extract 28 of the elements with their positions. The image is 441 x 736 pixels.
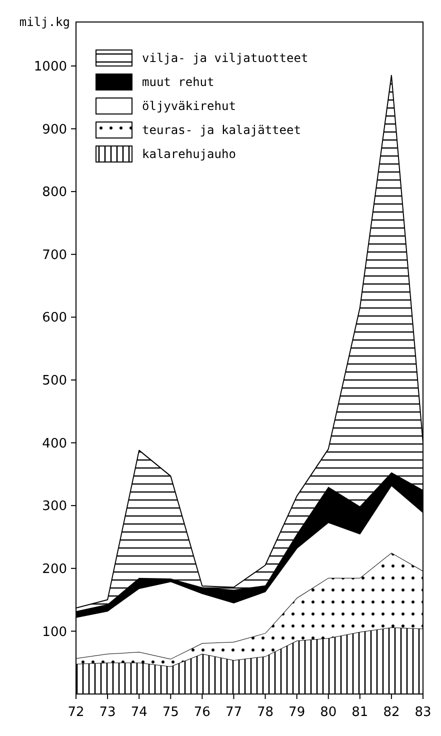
y-tick-label: 500: [42, 374, 67, 389]
y-tick-label: 200: [42, 562, 67, 577]
legend-label: öljyväkirehut: [142, 99, 236, 113]
x-tick-label: 82: [383, 705, 400, 720]
x-tick-label: 76: [194, 705, 210, 720]
x-tick-label: 72: [68, 705, 84, 720]
y-tick-label: 100: [42, 624, 67, 640]
legend-label: teuras- ja kalajätteet: [142, 123, 301, 137]
y-axis-title: milj.kg: [19, 15, 70, 29]
y-tick-label: 800: [42, 185, 67, 200]
legend-label: muut rehut: [142, 75, 214, 89]
x-tick-label: 80: [320, 705, 337, 720]
legend-label: vilja- ja viljatuotteet: [142, 51, 308, 65]
y-tick-label: 1000: [34, 60, 67, 75]
y-tick-label: 900: [42, 122, 67, 138]
x-tick-label: 77: [225, 705, 242, 720]
x-tick-label: 78: [257, 705, 274, 720]
x-tick-label: 83: [414, 705, 432, 720]
y-tick-label: 300: [42, 499, 67, 514]
y-tick-label: 400: [42, 436, 67, 452]
y-tick-label: 700: [42, 248, 67, 263]
x-tick-label: 75: [162, 705, 179, 720]
legend-label: kalarehujauho: [142, 147, 236, 161]
x-tick-label: 79: [288, 705, 306, 720]
x-tick-label: 74: [130, 705, 148, 720]
y-tick-label: 600: [42, 310, 67, 326]
x-tick-label: 73: [99, 705, 116, 720]
x-tick-label: 81: [352, 705, 368, 720]
